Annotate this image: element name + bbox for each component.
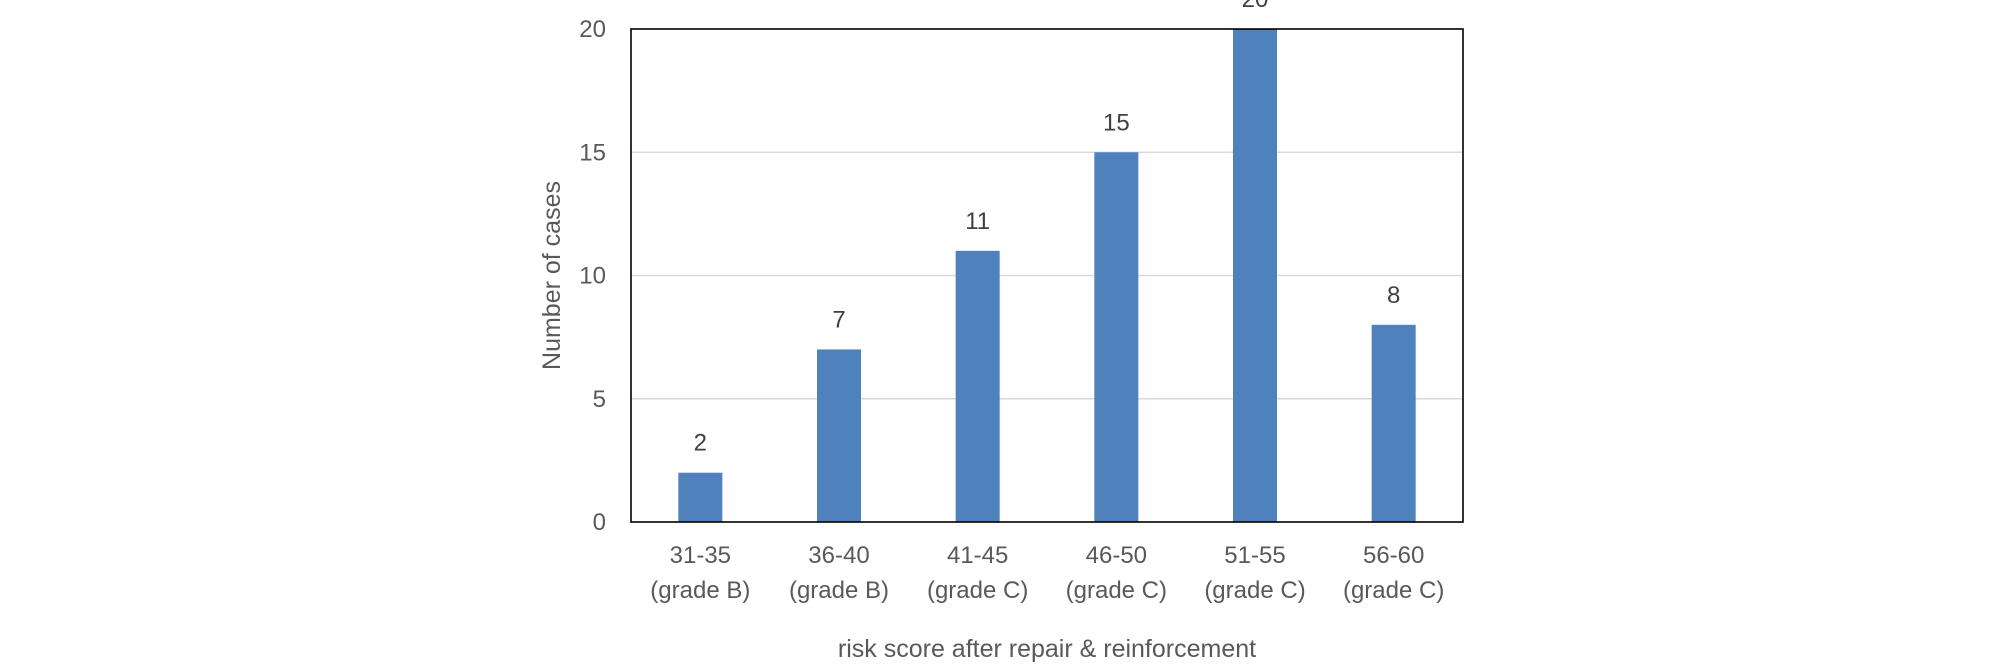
data-labels: 2 7 11 15 20 8: [694, 0, 1401, 457]
bar-data-label: 11: [965, 208, 990, 235]
x-category-range-label: 31-35: [670, 542, 731, 569]
x-category-grade-label: (grade C): [1204, 577, 1305, 604]
bar-data-label: 7: [832, 306, 845, 333]
gridlines: [631, 151, 1463, 400]
x-category-grade-label: (grade B): [650, 577, 750, 604]
x-category-range-label: 41-45: [947, 542, 1008, 569]
y-tick-label: 5: [593, 386, 606, 413]
bar: [1371, 324, 1416, 522]
x-category-grade-label: (grade C): [1343, 577, 1444, 604]
x-category-range-label: 51-55: [1224, 542, 1285, 569]
y-axis-tick-labels: 0 5 10 15 20: [579, 16, 606, 536]
bar-data-label: 15: [1103, 109, 1130, 136]
x-category-range-label: 56-60: [1363, 542, 1424, 569]
x-category-range-label: 46-50: [1086, 542, 1147, 569]
bar: [1094, 152, 1139, 522]
bar-data-label: 20: [1242, 0, 1269, 13]
y-tick-label: 20: [579, 16, 606, 43]
x-category-range-label: 36-40: [808, 542, 869, 569]
x-axis-title: risk score after repair & reinforcement: [838, 635, 1256, 663]
bar: [955, 250, 1000, 522]
bar: [678, 472, 723, 522]
y-tick-label: 0: [593, 509, 606, 536]
y-axis-title: Number of cases: [538, 181, 566, 370]
bar: [1233, 29, 1277, 522]
bars: [678, 29, 1416, 522]
y-tick-label: 10: [579, 263, 606, 290]
y-tick-label: 15: [579, 139, 606, 166]
x-category-grade-label: (grade C): [927, 577, 1028, 604]
plot-area-frame: [630, 28, 1464, 523]
bar: [817, 349, 861, 522]
bar-data-label: 2: [694, 430, 707, 457]
x-axis-category-labels: 31-35 (grade B) 36-40 (grade B) 41-45 (grade …: [650, 542, 1444, 604]
x-category-grade-label: (grade C): [1066, 577, 1167, 604]
x-category-grade-label: (grade B): [789, 577, 889, 604]
bar-data-label: 8: [1387, 282, 1400, 309]
